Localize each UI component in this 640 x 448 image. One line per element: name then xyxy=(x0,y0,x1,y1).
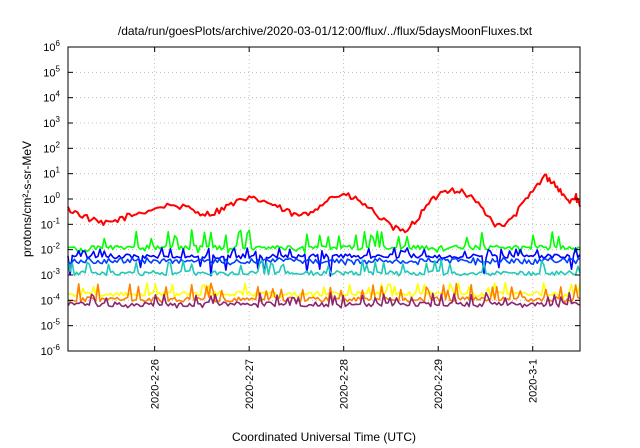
tick-layer: 10-6 10-5 10-4 10-3 10-2 10-1 100 101 102 103 104 1… xyxy=(41,39,580,409)
y-tick-label: 10-6 xyxy=(41,343,61,358)
grid-layer xyxy=(68,47,580,351)
x-tick-label: 2020-2-26 xyxy=(150,359,162,409)
series-line-4 xyxy=(67,257,581,266)
y-tick-label: 10-4 xyxy=(41,292,61,307)
series-line-8 xyxy=(67,291,581,309)
series-line-2 xyxy=(67,229,581,255)
y-tick-label: 105 xyxy=(43,64,60,79)
y-tick-label: 10-5 xyxy=(41,318,61,333)
x-tick-label: 2020-3-1 xyxy=(528,359,540,403)
x-axis-title: Coordinated Universal Time (UTC) xyxy=(232,430,416,444)
y-tick-label: 103 xyxy=(43,115,60,130)
x-tick-label: 2020-2-27 xyxy=(244,359,256,409)
chart-title: /data/run/goesPlots/archive/2020-03-01/1… xyxy=(118,24,533,38)
x-tick-label: 2020-2-29 xyxy=(433,359,445,409)
series-line-7 xyxy=(67,282,581,304)
x-tick-label: 2020-2-28 xyxy=(339,359,351,409)
series-layer xyxy=(67,173,581,309)
y-tick-label: 10-1 xyxy=(41,216,61,231)
y-tick-label: 102 xyxy=(43,140,60,155)
y-tick-label: 10-3 xyxy=(41,267,61,282)
series-line-3 xyxy=(67,247,581,277)
y-tick-label: 106 xyxy=(43,39,60,54)
y-tick-label: 101 xyxy=(43,166,60,181)
y-axis-title: protons/cm²-s-sr-MeV xyxy=(20,141,34,257)
series-line-1 xyxy=(67,173,581,234)
series-line-5 xyxy=(67,259,581,277)
y-tick-label: 100 xyxy=(43,191,60,206)
y-tick-label: 104 xyxy=(43,90,60,105)
series-line-6 xyxy=(67,281,581,299)
y-tick-label: 10-2 xyxy=(41,242,61,257)
